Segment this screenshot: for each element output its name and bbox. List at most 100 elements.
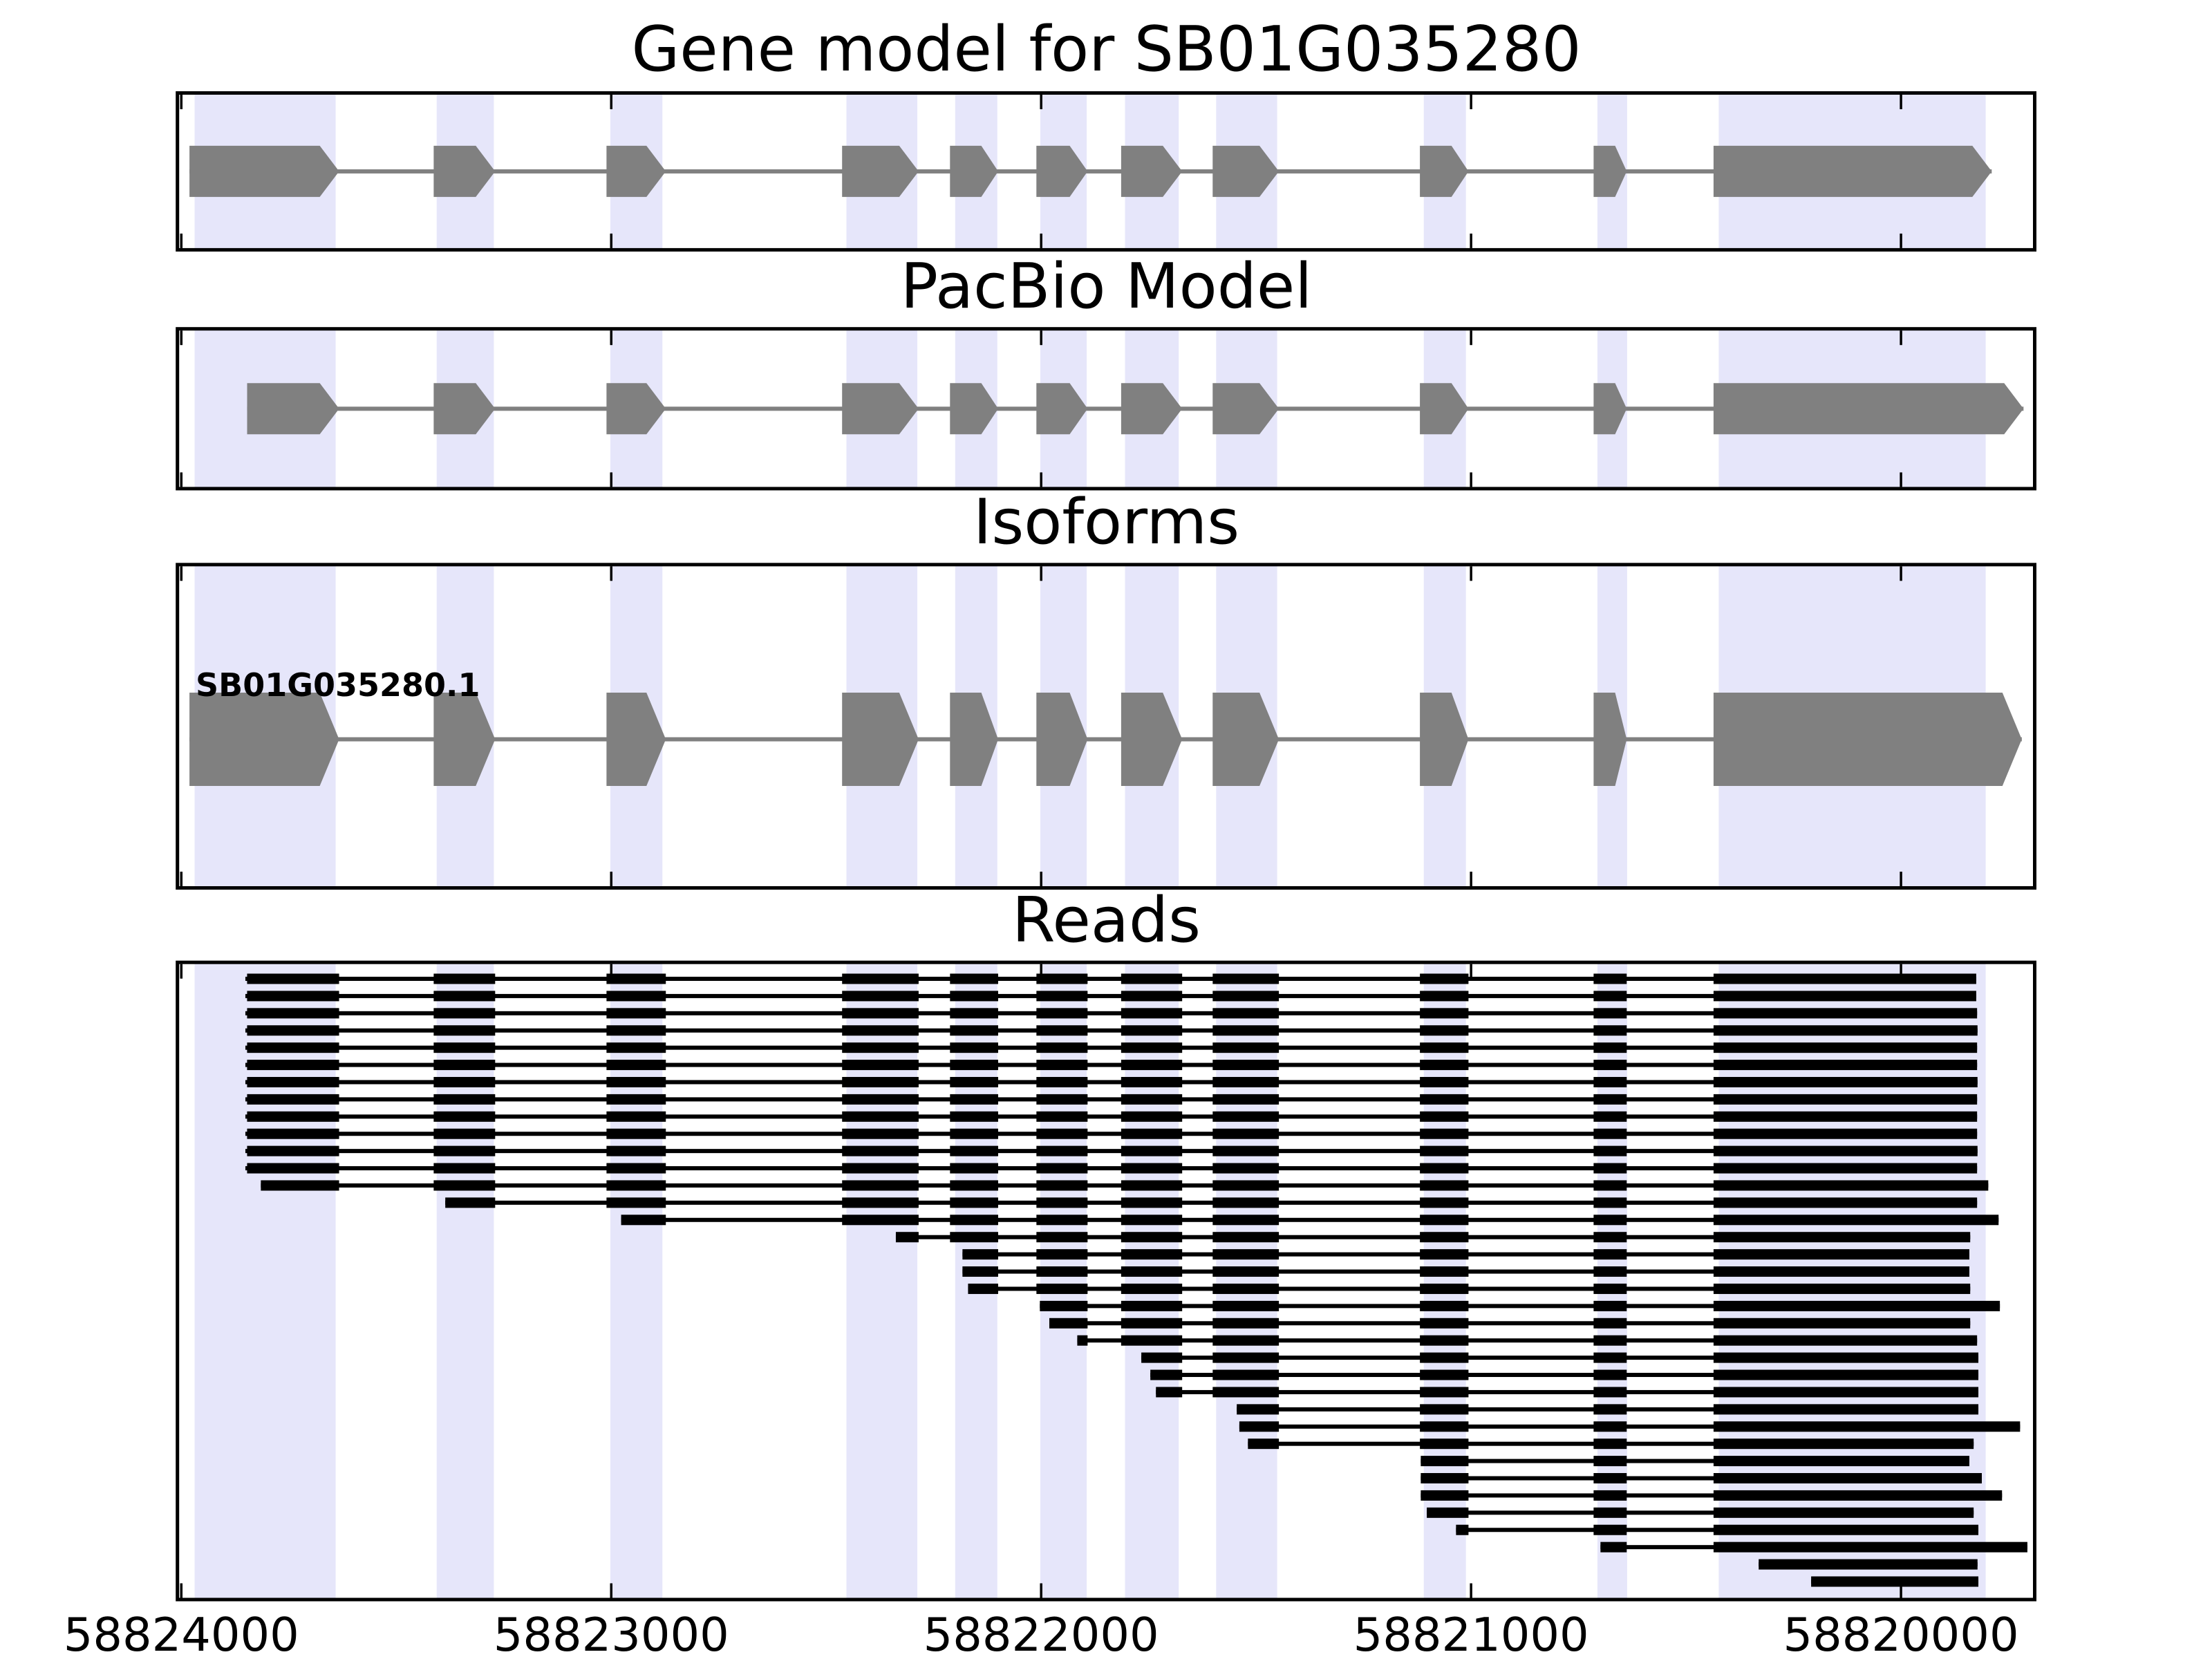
read-block bbox=[1593, 1215, 1627, 1226]
read-block bbox=[1121, 1060, 1183, 1071]
read-gap-line bbox=[1077, 1338, 1978, 1343]
read-block bbox=[1420, 973, 1469, 984]
exon-arrow bbox=[1713, 145, 1992, 197]
read-block bbox=[433, 1025, 496, 1036]
read-block bbox=[950, 1180, 998, 1191]
read-block bbox=[1036, 1094, 1088, 1105]
exon-highlight-band bbox=[1597, 962, 1627, 1600]
read-block bbox=[1040, 1300, 1088, 1311]
read-block bbox=[1593, 1300, 1627, 1311]
exon-arrow bbox=[189, 693, 339, 786]
isoforms-title: Isoforms bbox=[973, 486, 1240, 559]
read-block bbox=[1427, 1507, 1469, 1518]
read-block bbox=[1420, 1180, 1469, 1191]
x-tick-label: 58823000 bbox=[493, 1608, 729, 1659]
read-block bbox=[1420, 1249, 1469, 1260]
read-block bbox=[621, 1215, 666, 1226]
exon-arrow bbox=[1121, 383, 1183, 435]
exon-arrow bbox=[1420, 383, 1469, 435]
read-block bbox=[1121, 1076, 1183, 1087]
exon-highlight-band bbox=[1718, 962, 1986, 1600]
read-block bbox=[1420, 1094, 1469, 1105]
read-block bbox=[1036, 1111, 1088, 1122]
read-block bbox=[1713, 1524, 1979, 1535]
read-block bbox=[1593, 1111, 1627, 1122]
read-block bbox=[433, 1163, 496, 1174]
read-block bbox=[1713, 1025, 1978, 1036]
read-block bbox=[1212, 1180, 1280, 1191]
exon-arrow bbox=[950, 693, 998, 786]
read-block bbox=[1420, 1128, 1469, 1139]
read-block bbox=[842, 1145, 919, 1156]
read-block bbox=[1713, 1352, 1979, 1363]
read-block bbox=[606, 1180, 666, 1191]
read-block bbox=[950, 1111, 998, 1122]
read-block bbox=[1212, 1266, 1280, 1277]
read-block bbox=[1713, 1438, 1974, 1450]
read-block bbox=[433, 1145, 496, 1156]
read-block bbox=[606, 1042, 666, 1053]
read-gap-line bbox=[245, 1149, 1978, 1154]
exon-arrow bbox=[247, 383, 339, 435]
read-block bbox=[1593, 1060, 1627, 1071]
read-block bbox=[247, 991, 339, 1002]
read-gap-line bbox=[1156, 1389, 1979, 1394]
read-block bbox=[247, 1042, 339, 1053]
read-block bbox=[895, 1232, 919, 1243]
read-block bbox=[1156, 1387, 1183, 1398]
read-block bbox=[1420, 1111, 1469, 1122]
read-block bbox=[1121, 1163, 1183, 1174]
read-block bbox=[1150, 1369, 1183, 1380]
reads-title: Reads bbox=[1011, 883, 1201, 957]
exon-arrow bbox=[842, 383, 919, 435]
read-gap-line bbox=[1040, 1304, 2000, 1309]
read-block bbox=[1713, 1249, 1969, 1260]
read-block bbox=[1420, 1335, 1469, 1346]
exon-arrow bbox=[1036, 145, 1088, 197]
read-block bbox=[247, 1128, 339, 1139]
read-block bbox=[1420, 1438, 1469, 1450]
read-block bbox=[1420, 1300, 1469, 1311]
exon-arrow bbox=[1593, 693, 1627, 786]
exon-arrow bbox=[842, 693, 919, 786]
read-gap-line bbox=[1141, 1356, 1979, 1360]
read-block bbox=[1593, 1025, 1627, 1036]
read-block bbox=[1420, 1404, 1469, 1415]
read-block bbox=[247, 1008, 339, 1019]
read-block bbox=[1593, 1283, 1627, 1294]
x-tick-label: 58822000 bbox=[923, 1608, 1159, 1659]
read-block bbox=[1593, 1421, 1627, 1432]
read-block bbox=[1212, 1111, 1280, 1122]
read-block bbox=[950, 1094, 998, 1105]
exon-highlight-band bbox=[1423, 962, 1466, 1600]
read-block bbox=[1248, 1438, 1280, 1450]
read-block bbox=[1036, 1283, 1088, 1294]
exon-highlight-band bbox=[610, 962, 663, 1600]
read-block bbox=[1212, 1283, 1280, 1294]
gene-model-frame bbox=[176, 91, 2037, 252]
read-block bbox=[1713, 973, 1976, 984]
read-block bbox=[1212, 991, 1280, 1002]
exon-highlight-band bbox=[1040, 962, 1087, 1600]
read-gap-line bbox=[1421, 1476, 1983, 1481]
read-block bbox=[1593, 1438, 1627, 1450]
read-block bbox=[433, 1094, 496, 1105]
read-block bbox=[1036, 1232, 1088, 1243]
exon-arrow bbox=[433, 383, 496, 435]
exon-arrow bbox=[842, 145, 919, 197]
exon-arrow bbox=[606, 383, 666, 435]
read-block bbox=[1713, 1335, 1978, 1346]
exon-arrow bbox=[433, 145, 496, 197]
read-block bbox=[1121, 1145, 1183, 1156]
read-block bbox=[1713, 991, 1976, 1002]
read-gap-line bbox=[245, 1028, 1978, 1033]
read-block bbox=[1420, 1042, 1469, 1053]
read-block bbox=[1593, 1232, 1627, 1243]
read-block bbox=[1212, 1076, 1280, 1087]
read-block bbox=[962, 1266, 998, 1277]
read-block bbox=[1036, 1215, 1088, 1226]
read-block bbox=[950, 973, 998, 984]
exon-arrow bbox=[1593, 145, 1627, 197]
exon-arrow bbox=[950, 383, 998, 435]
read-gap-line bbox=[245, 1166, 1978, 1171]
